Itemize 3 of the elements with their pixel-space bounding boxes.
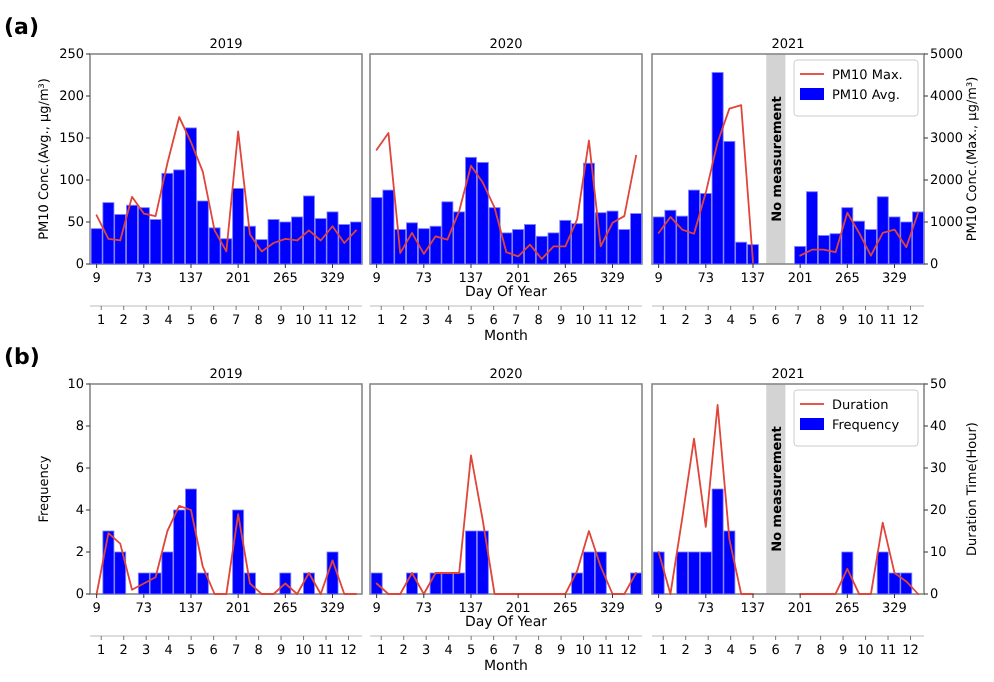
bar [652,551,665,595]
text: (b) [4,344,40,370]
text: (a) [4,14,39,40]
